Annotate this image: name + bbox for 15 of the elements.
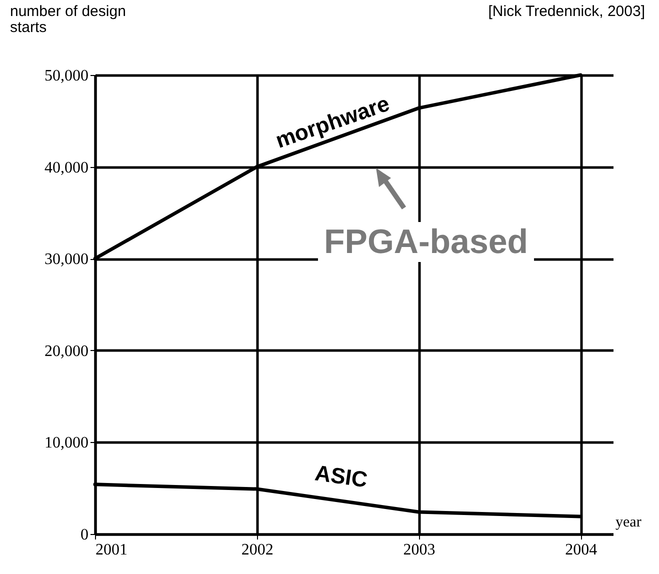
y-tick-label: 0 [80, 526, 88, 544]
annotation: FPGA-based [318, 222, 534, 262]
x-tick-label: 2004 [565, 542, 598, 558]
y-tick-label: 20,000 [44, 342, 88, 360]
x-tick-label: 2002 [241, 542, 274, 558]
x-tick-label: 2003 [403, 542, 436, 558]
y-axis-title: number of design starts [10, 3, 127, 36]
text: ASIC [313, 460, 370, 492]
y-tick-label: 30,000 [44, 251, 88, 268]
x-tick-label: 2001 [96, 542, 128, 558]
x-axis-title: year [616, 514, 642, 530]
y-tick-label: 50,000 [44, 68, 88, 84]
y-tick-label: 10,000 [44, 434, 88, 452]
text: [Nick Tredennick, 2003] [487, 3, 645, 20]
y-tick-label: 40,000 [44, 159, 88, 176]
